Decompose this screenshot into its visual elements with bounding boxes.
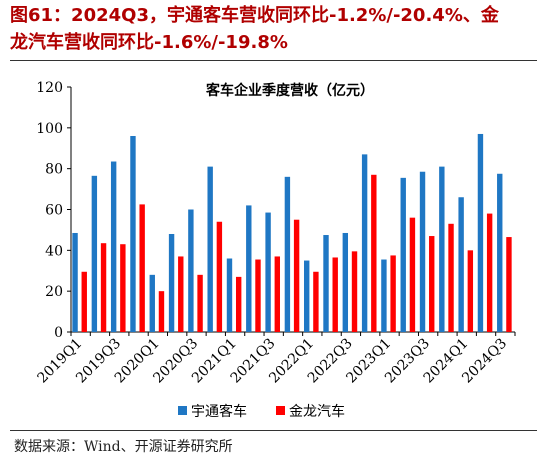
bar-kinglong xyxy=(255,259,261,332)
chart-legend: 宇通客车 金龙汽车 xyxy=(178,403,345,420)
y-axis-ticks: 0 20 40 60 80 100 120 xyxy=(36,80,71,341)
bar-kinglong xyxy=(429,236,435,332)
bar-yutong xyxy=(323,235,329,332)
legend-swatch xyxy=(178,406,187,415)
bar-kinglong xyxy=(81,271,87,332)
legend-swatch xyxy=(276,406,285,415)
bar-kinglong xyxy=(216,221,223,332)
y-tick-label: 0 xyxy=(54,325,63,341)
bar-kinglong xyxy=(313,271,319,332)
bar-kinglong xyxy=(120,244,126,332)
bar-kinglong xyxy=(448,223,454,332)
figure-title-line1: 图61：2024Q3，宇通客车营收同环比-1.2%/-20.4%、金 xyxy=(10,5,499,26)
bar-kinglong xyxy=(506,237,512,332)
bar-yutong xyxy=(207,166,213,332)
bar-yutong xyxy=(188,209,194,332)
bar-yutong xyxy=(419,171,426,332)
bar-yutong xyxy=(265,212,271,332)
bar-yutong xyxy=(168,234,175,332)
bar-yutong xyxy=(284,176,291,332)
bar-kinglong xyxy=(197,274,203,332)
bar-yutong xyxy=(130,136,136,332)
bar-kinglong xyxy=(486,213,493,332)
bar-yutong xyxy=(226,258,233,332)
y-tick-label: 100 xyxy=(36,121,63,137)
legend-label: 金龙汽车 xyxy=(289,403,345,420)
bar-kinglong xyxy=(293,219,300,332)
chart-bars xyxy=(72,133,512,332)
bar-kinglong xyxy=(100,243,107,332)
bar-kinglong xyxy=(274,256,280,332)
y-tick-label: 80 xyxy=(45,162,63,178)
bar-yutong xyxy=(458,197,464,332)
legend-label: 宇通客车 xyxy=(191,403,247,420)
bar-yutong xyxy=(72,232,78,332)
x-axis-ticks: 2019Q12019Q32020Q12020Q32021Q12021Q32022… xyxy=(35,332,516,386)
bar-kinglong xyxy=(467,250,474,332)
bar-kinglong xyxy=(139,204,145,332)
bar-kinglong xyxy=(332,257,338,332)
bar-kinglong xyxy=(235,276,242,332)
bar-kinglong xyxy=(158,291,165,332)
top-rule xyxy=(10,60,537,61)
bar-yutong xyxy=(477,133,484,332)
y-tick-label: 40 xyxy=(45,243,63,259)
bar-yutong xyxy=(149,274,155,332)
bar-yutong xyxy=(91,175,98,332)
bar-kinglong xyxy=(371,174,377,332)
y-tick-label: 60 xyxy=(45,203,63,219)
bar-yutong xyxy=(110,161,117,332)
bar-kinglong xyxy=(409,217,416,332)
bar-yutong xyxy=(246,205,252,332)
bar-yutong xyxy=(342,232,349,332)
bottom-rule xyxy=(10,430,537,431)
source-note: 数据来源：Wind、开源证券研究所 xyxy=(14,439,233,455)
bar-yutong xyxy=(439,166,445,332)
figure-title-line2: 龙汽车营收同环比-1.6%/-19.8% xyxy=(10,32,288,53)
bar-yutong xyxy=(361,154,368,332)
bar-kinglong xyxy=(351,251,358,332)
bar-chart: 客车企业季度营收（亿元） 2019Q12019Q32020Q12020Q3202… xyxy=(35,80,516,420)
figure-title: 图61：2024Q3，宇通客车营收同环比-1.2%/-20.4%、金 龙汽车营收… xyxy=(10,2,540,56)
bar-kinglong xyxy=(390,255,396,332)
bar-yutong xyxy=(304,260,310,332)
bar-yutong xyxy=(381,259,387,332)
bar-yutong xyxy=(497,173,503,332)
y-tick-label: 20 xyxy=(45,284,63,300)
y-tick-label: 120 xyxy=(36,80,63,96)
chart-title: 客车企业季度营收（亿元） xyxy=(205,82,374,99)
bar-yutong xyxy=(400,177,406,332)
bar-kinglong xyxy=(178,256,184,332)
